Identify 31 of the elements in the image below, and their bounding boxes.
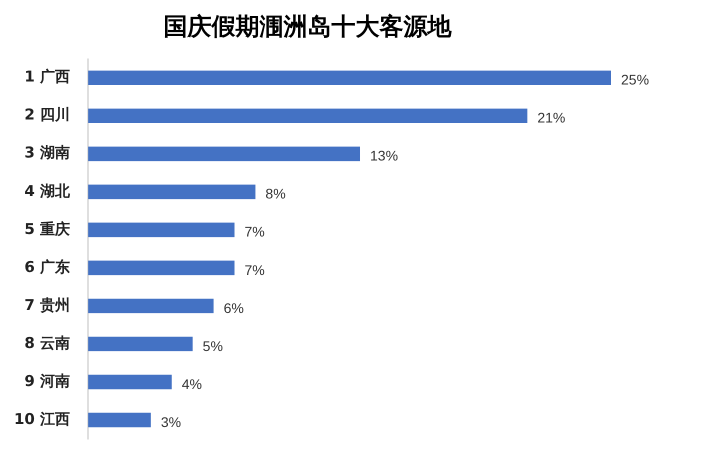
y-tick-label: 1 广西	[24, 68, 70, 86]
bar	[88, 146, 360, 162]
y-tick-label: 3 湖南	[24, 144, 70, 162]
bar	[88, 412, 151, 428]
y-tick-label: 7 贵州	[24, 296, 70, 314]
y-tick-label: 5 重庆	[24, 220, 70, 238]
data-label: 6%	[224, 300, 244, 316]
data-label: 7%	[244, 262, 265, 278]
y-tick-label: 2 四川	[24, 106, 70, 124]
data-label: 5%	[202, 338, 223, 354]
data-label: 13%	[370, 148, 398, 164]
bar	[88, 298, 214, 314]
data-label: 25%	[621, 72, 650, 88]
y-tick-label: 8 云南	[24, 334, 70, 352]
bar	[88, 184, 256, 200]
bar	[88, 260, 235, 276]
y-tick-label: 10 江西	[14, 410, 70, 428]
y-tick-label: 6 广东	[24, 258, 70, 276]
chart-title: 国庆假期涠洲岛十大客源地	[164, 12, 452, 41]
data-label: 7%	[244, 224, 265, 240]
data-label: 8%	[265, 186, 286, 202]
y-tick-label: 4 湖北	[24, 182, 72, 200]
bar	[88, 70, 611, 86]
bar	[88, 222, 235, 238]
bar	[88, 374, 172, 390]
data-label: 3%	[160, 414, 182, 430]
bar	[88, 336, 193, 352]
bar	[88, 108, 528, 124]
data-label: 4%	[182, 376, 202, 392]
data-label: 21%	[537, 110, 566, 126]
y-tick-label: 9 河南	[24, 372, 70, 390]
